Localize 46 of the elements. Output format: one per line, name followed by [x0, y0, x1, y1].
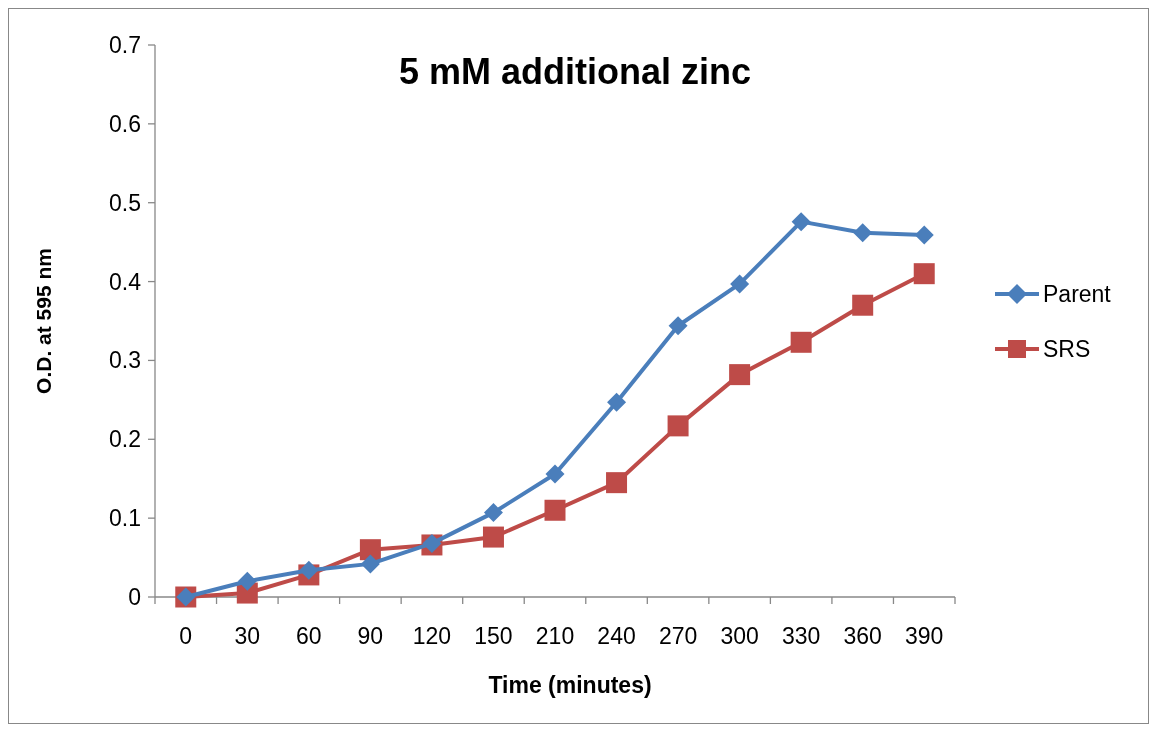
point	[914, 225, 934, 245]
x-tick-label: 90	[357, 623, 384, 649]
y-tick-label: 0.4	[109, 268, 142, 295]
y-tick-label: 0.3	[109, 347, 141, 374]
y-tick-label: 0	[128, 584, 141, 611]
point	[237, 571, 257, 591]
point	[667, 415, 689, 437]
point	[913, 263, 935, 285]
point	[729, 364, 751, 386]
y-tick-label: 0.2	[109, 426, 141, 453]
x-tick-label: 390	[905, 623, 944, 649]
legend-label: Parent	[1043, 281, 1112, 308]
y-axis-title: O.D. at 595 nm	[32, 248, 55, 394]
legend-label: SRS	[1043, 336, 1091, 363]
x-tick-label: 330	[781, 623, 821, 649]
x-tick-label: 360	[843, 623, 882, 649]
point	[482, 526, 504, 548]
y-tick-label: 0.6	[109, 110, 141, 137]
x-axis-title: Time (minutes)	[488, 672, 652, 698]
point	[853, 223, 873, 243]
point	[483, 503, 503, 523]
point	[668, 316, 688, 336]
y-tick-label: 0.1	[109, 505, 141, 532]
x-tick-label: 210	[535, 623, 575, 649]
point	[360, 554, 380, 574]
x-tick-label: 60	[296, 623, 322, 649]
x-tick-label: 120	[412, 623, 452, 649]
x-tick-label: 30	[234, 623, 261, 649]
point	[790, 331, 812, 353]
chart-title: 5 mM additional zinc	[398, 51, 752, 92]
point	[545, 464, 565, 484]
point	[791, 212, 811, 232]
point	[730, 274, 750, 294]
y-tick-label: 0.5	[109, 189, 141, 216]
x-tick-label: 0	[179, 623, 193, 649]
point	[359, 539, 381, 561]
point	[607, 392, 627, 412]
x-tick-label: 240	[597, 623, 636, 649]
x-tick-label: 150	[474, 623, 513, 649]
point	[852, 294, 874, 316]
x-tick-label: 300	[720, 623, 759, 649]
point	[606, 472, 628, 494]
y-tick-label: 0.7	[109, 32, 141, 59]
point	[299, 560, 319, 580]
point	[544, 499, 566, 521]
x-tick-label: 270	[658, 623, 698, 649]
